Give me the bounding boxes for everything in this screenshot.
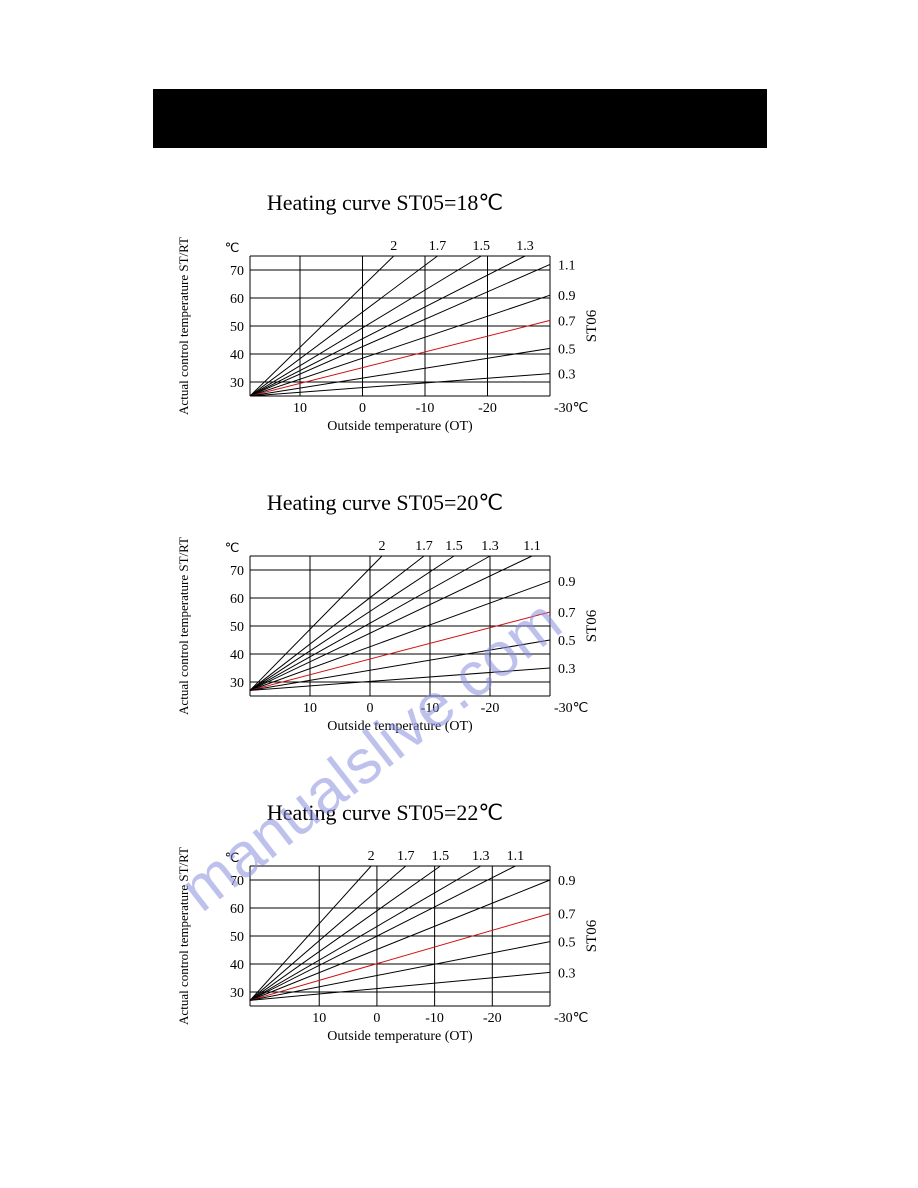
svg-text:60: 60 [230, 902, 244, 917]
svg-text:0: 0 [373, 1011, 380, 1026]
svg-text:10: 10 [293, 401, 307, 416]
svg-text:1.7: 1.7 [397, 849, 415, 864]
svg-text:-20: -20 [478, 401, 497, 416]
header-black-bar [153, 89, 767, 148]
svg-text:70: 70 [230, 874, 244, 889]
svg-text:30: 30 [230, 376, 244, 391]
svg-text:1.3: 1.3 [472, 849, 490, 864]
chart-3-svg: Actual control temperature ST/RT ℃ 30 40 50 6… [170, 826, 600, 1066]
chart-3-title: Heating curve ST05=22℃ [170, 800, 600, 826]
svg-text:Actual control temperature ST/: Actual control temperature ST/RT [176, 847, 191, 1025]
svg-text:0.9: 0.9 [558, 289, 576, 304]
svg-text:ST06: ST06 [584, 609, 600, 642]
svg-text:70: 70 [230, 564, 244, 579]
svg-text:0.3: 0.3 [558, 662, 576, 677]
svg-text:0.9: 0.9 [558, 575, 576, 590]
svg-text:40: 40 [230, 958, 244, 973]
svg-text:50: 50 [230, 620, 244, 635]
svg-text:0.7: 0.7 [558, 908, 576, 923]
svg-text:1.5: 1.5 [432, 849, 450, 864]
svg-text:0.3: 0.3 [558, 966, 576, 981]
chart-2-container: Heating curve ST05=20℃ Actual control te… [170, 490, 600, 761]
svg-text:0.3: 0.3 [558, 368, 576, 383]
svg-text:1.3: 1.3 [481, 539, 499, 554]
svg-text:Outside temperature (OT): Outside temperature (OT) [327, 419, 473, 434]
svg-text:2: 2 [368, 849, 375, 864]
svg-text:50: 50 [230, 930, 244, 945]
svg-text:30: 30 [230, 986, 244, 1001]
svg-text:-30℃: -30℃ [554, 401, 588, 416]
svg-text:1.1: 1.1 [523, 539, 541, 554]
svg-text:1.7: 1.7 [429, 239, 447, 254]
svg-text:60: 60 [230, 292, 244, 307]
svg-text:ST06: ST06 [584, 309, 600, 342]
chart-1-svg: Actual control temperature ST/RT ℃ 30 40 50 6… [170, 216, 600, 456]
chart-2-svg: Actual control temperature ST/RT ℃ 30 40 50 6… [170, 516, 600, 756]
chart-1-title: Heating curve ST05=18℃ [170, 190, 600, 216]
svg-text:0.5: 0.5 [558, 342, 576, 357]
svg-text:Outside temperature (OT): Outside temperature (OT) [327, 719, 473, 734]
svg-text:-30℃: -30℃ [554, 701, 588, 716]
svg-text:0.7: 0.7 [558, 314, 576, 329]
svg-text:1.1: 1.1 [507, 849, 525, 864]
svg-text:70: 70 [230, 264, 244, 279]
svg-text:Actual control temperature ST/: Actual control temperature ST/RT [176, 537, 191, 715]
chart-2-title: Heating curve ST05=20℃ [170, 490, 600, 516]
svg-text:-10: -10 [421, 701, 440, 716]
svg-text:1.3: 1.3 [516, 239, 534, 254]
svg-text:30: 30 [230, 676, 244, 691]
svg-text:-20: -20 [481, 701, 500, 716]
svg-text:1.1: 1.1 [558, 258, 576, 273]
svg-text:℃: ℃ [225, 540, 240, 555]
svg-text:0.7: 0.7 [558, 606, 576, 621]
svg-text:-10: -10 [416, 401, 435, 416]
svg-text:-30℃: -30℃ [554, 1011, 588, 1026]
svg-text:0: 0 [367, 701, 374, 716]
svg-text:Actual control temperature ST/: Actual control temperature ST/RT [176, 237, 191, 415]
svg-text:10: 10 [303, 701, 317, 716]
svg-text:50: 50 [230, 320, 244, 335]
svg-text:60: 60 [230, 592, 244, 607]
svg-text:℃: ℃ [225, 240, 240, 255]
svg-text:℃: ℃ [225, 850, 240, 865]
svg-text:-20: -20 [483, 1011, 502, 1026]
svg-text:-10: -10 [425, 1011, 444, 1026]
svg-text:10: 10 [312, 1011, 326, 1026]
svg-text:0.5: 0.5 [558, 936, 576, 951]
chart-3-container: Heating curve ST05=22℃ Actual control te… [170, 800, 600, 1071]
svg-text:Outside temperature (OT): Outside temperature (OT) [327, 1029, 473, 1044]
svg-text:0.9: 0.9 [558, 874, 576, 889]
chart-1-container: Heating curve ST05=18℃ Actual control te… [170, 190, 600, 461]
svg-text:2: 2 [390, 239, 397, 254]
svg-text:0: 0 [359, 401, 366, 416]
svg-text:40: 40 [230, 648, 244, 663]
svg-text:1.7: 1.7 [415, 539, 433, 554]
svg-text:1.5: 1.5 [445, 539, 463, 554]
svg-text:40: 40 [230, 348, 244, 363]
svg-text:ST06: ST06 [584, 919, 600, 952]
svg-text:0.5: 0.5 [558, 634, 576, 649]
svg-text:1.5: 1.5 [473, 239, 491, 254]
svg-text:2: 2 [379, 539, 386, 554]
